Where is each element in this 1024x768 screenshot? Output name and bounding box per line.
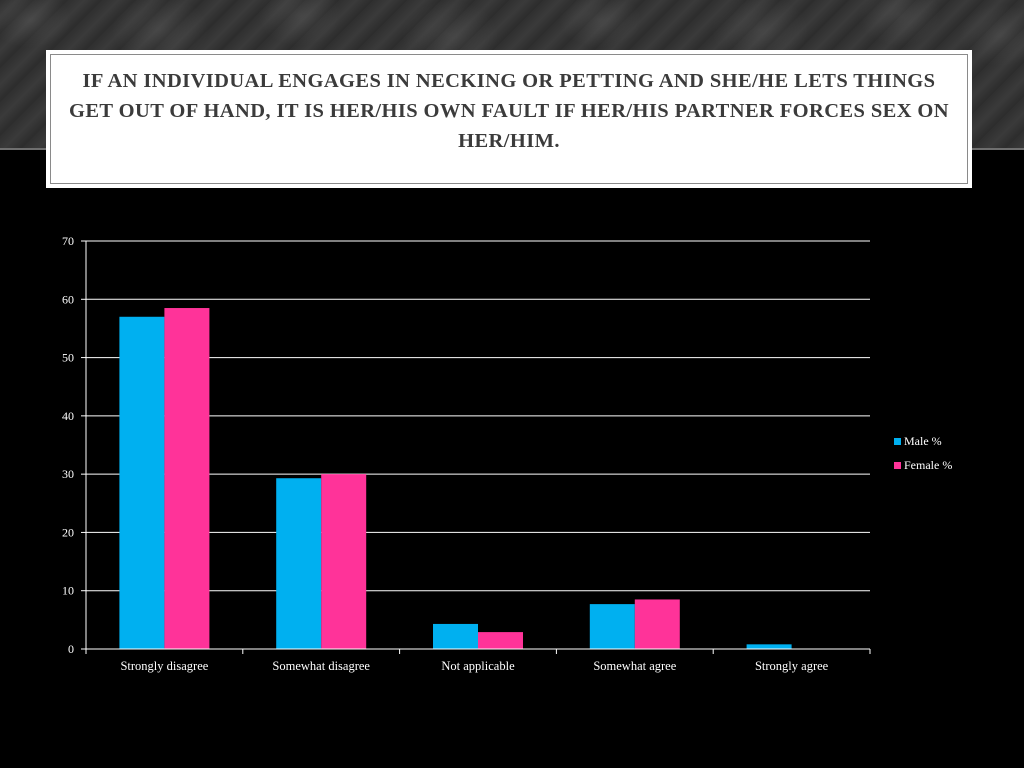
legend-label: Female % [904,458,952,472]
slide-title: If an individual engages in necking or p… [69,70,949,152]
y-tick-label: 10 [62,584,74,598]
axes: 0 10 20 30 40 50 60 70 Strongly disagree Somewhat… [62,234,871,673]
bars [119,308,792,649]
bar [589,604,635,649]
bar [478,632,523,649]
bar [276,478,322,649]
y-tick-label: 20 [62,525,74,539]
bar [164,308,210,649]
x-category-label: Somewhat agree [593,659,676,673]
legend: Male % Female % [894,434,952,472]
bar [321,474,367,649]
x-category-label: Somewhat disagree [272,659,370,673]
y-tick-label: 70 [62,234,74,248]
bar [433,623,478,649]
y-tick-label: 0 [68,642,74,656]
bar [119,316,165,649]
y-tick-label: 60 [62,292,74,306]
title-box: If an individual engages in necking or p… [46,50,972,188]
y-tick-label: 40 [62,409,74,423]
bar [634,599,680,649]
legend-label: Male % [904,434,942,448]
x-category-label: Strongly agree [755,659,829,673]
legend-swatch [894,462,901,469]
x-category-label: Not applicable [441,659,515,673]
bar [746,644,792,649]
gridlines [86,240,870,592]
x-category-label: Strongly disagree [120,659,208,673]
y-tick-label: 50 [62,351,74,365]
legend-swatch [894,438,901,445]
y-tick-label: 30 [62,467,74,481]
